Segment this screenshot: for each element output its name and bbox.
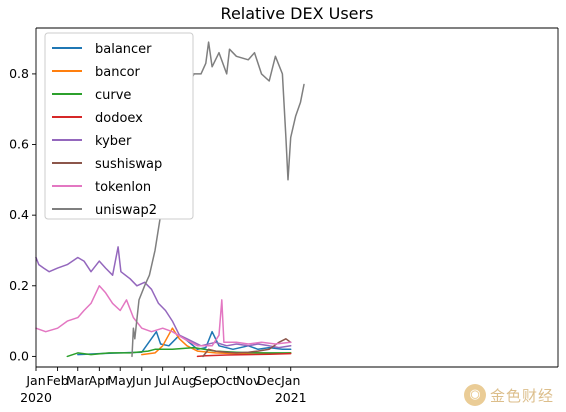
legend-box bbox=[44, 32, 194, 220]
x-tick-label: Apr bbox=[89, 373, 111, 388]
x-tick-year-label: 2020 bbox=[20, 390, 52, 405]
x-tick-label: Aug bbox=[172, 373, 196, 388]
x-tick-label: Sep bbox=[194, 373, 218, 388]
y-tick-label: 0.6 bbox=[9, 137, 29, 152]
legend-label-dodoex: dodoex bbox=[95, 111, 143, 126]
series-line-curve bbox=[66, 346, 292, 358]
x-tick-label: Mar bbox=[66, 373, 90, 388]
legend: balancer bancor curve dodoex kyber sushiswap t… bbox=[44, 32, 194, 220]
series-line-tokenlon bbox=[35, 285, 292, 347]
legend-label-curve: curve bbox=[95, 88, 131, 103]
series-lines bbox=[35, 41, 305, 358]
series-line-dodoex bbox=[196, 352, 292, 358]
x-tick-label: Jan bbox=[25, 373, 45, 388]
y-axis-ticks: 0.0 0.2 0.4 0.6 0.8 bbox=[9, 66, 36, 363]
y-tick-label: 0.4 bbox=[9, 207, 29, 222]
x-tick-label: Nov bbox=[236, 373, 261, 388]
watermark-logo-icon: ◉ bbox=[463, 384, 486, 406]
legend-label-sushiswap: sushiswap bbox=[95, 157, 162, 172]
x-tick-year-label: 2021 bbox=[275, 390, 307, 405]
x-tick-label: May bbox=[107, 373, 133, 388]
series-line-kyber bbox=[35, 246, 292, 349]
axes bbox=[35, 27, 559, 368]
watermark: ◉ 金色财经 bbox=[463, 384, 554, 406]
y-tick-label: 0.2 bbox=[9, 278, 29, 293]
legend-label-bancor: bancor bbox=[95, 65, 141, 80]
legend-label-uniswap2: uniswap2 bbox=[95, 203, 157, 218]
x-tick-label: Jan bbox=[280, 373, 300, 388]
chart-title: Relative DEX Users bbox=[221, 4, 374, 23]
x-tick-label: Jul bbox=[154, 373, 170, 388]
x-tick-label: Feb bbox=[47, 373, 69, 388]
y-tick-label: 0.0 bbox=[9, 348, 29, 363]
x-tick-label: Jun bbox=[131, 373, 152, 388]
series-line-sushiswap bbox=[202, 338, 292, 358]
x-tick-label: Oct bbox=[216, 373, 238, 388]
legend-label-tokenlon: tokenlon bbox=[95, 180, 151, 195]
y-tick-label: 0.8 bbox=[9, 66, 29, 81]
series-line-uniswap2 bbox=[131, 41, 305, 358]
x-tick-label: Dec bbox=[257, 373, 281, 388]
legend-label-kyber: kyber bbox=[95, 134, 132, 149]
watermark-text: 金色财经 bbox=[489, 386, 554, 405]
legend-label-balancer: balancer bbox=[95, 42, 152, 57]
